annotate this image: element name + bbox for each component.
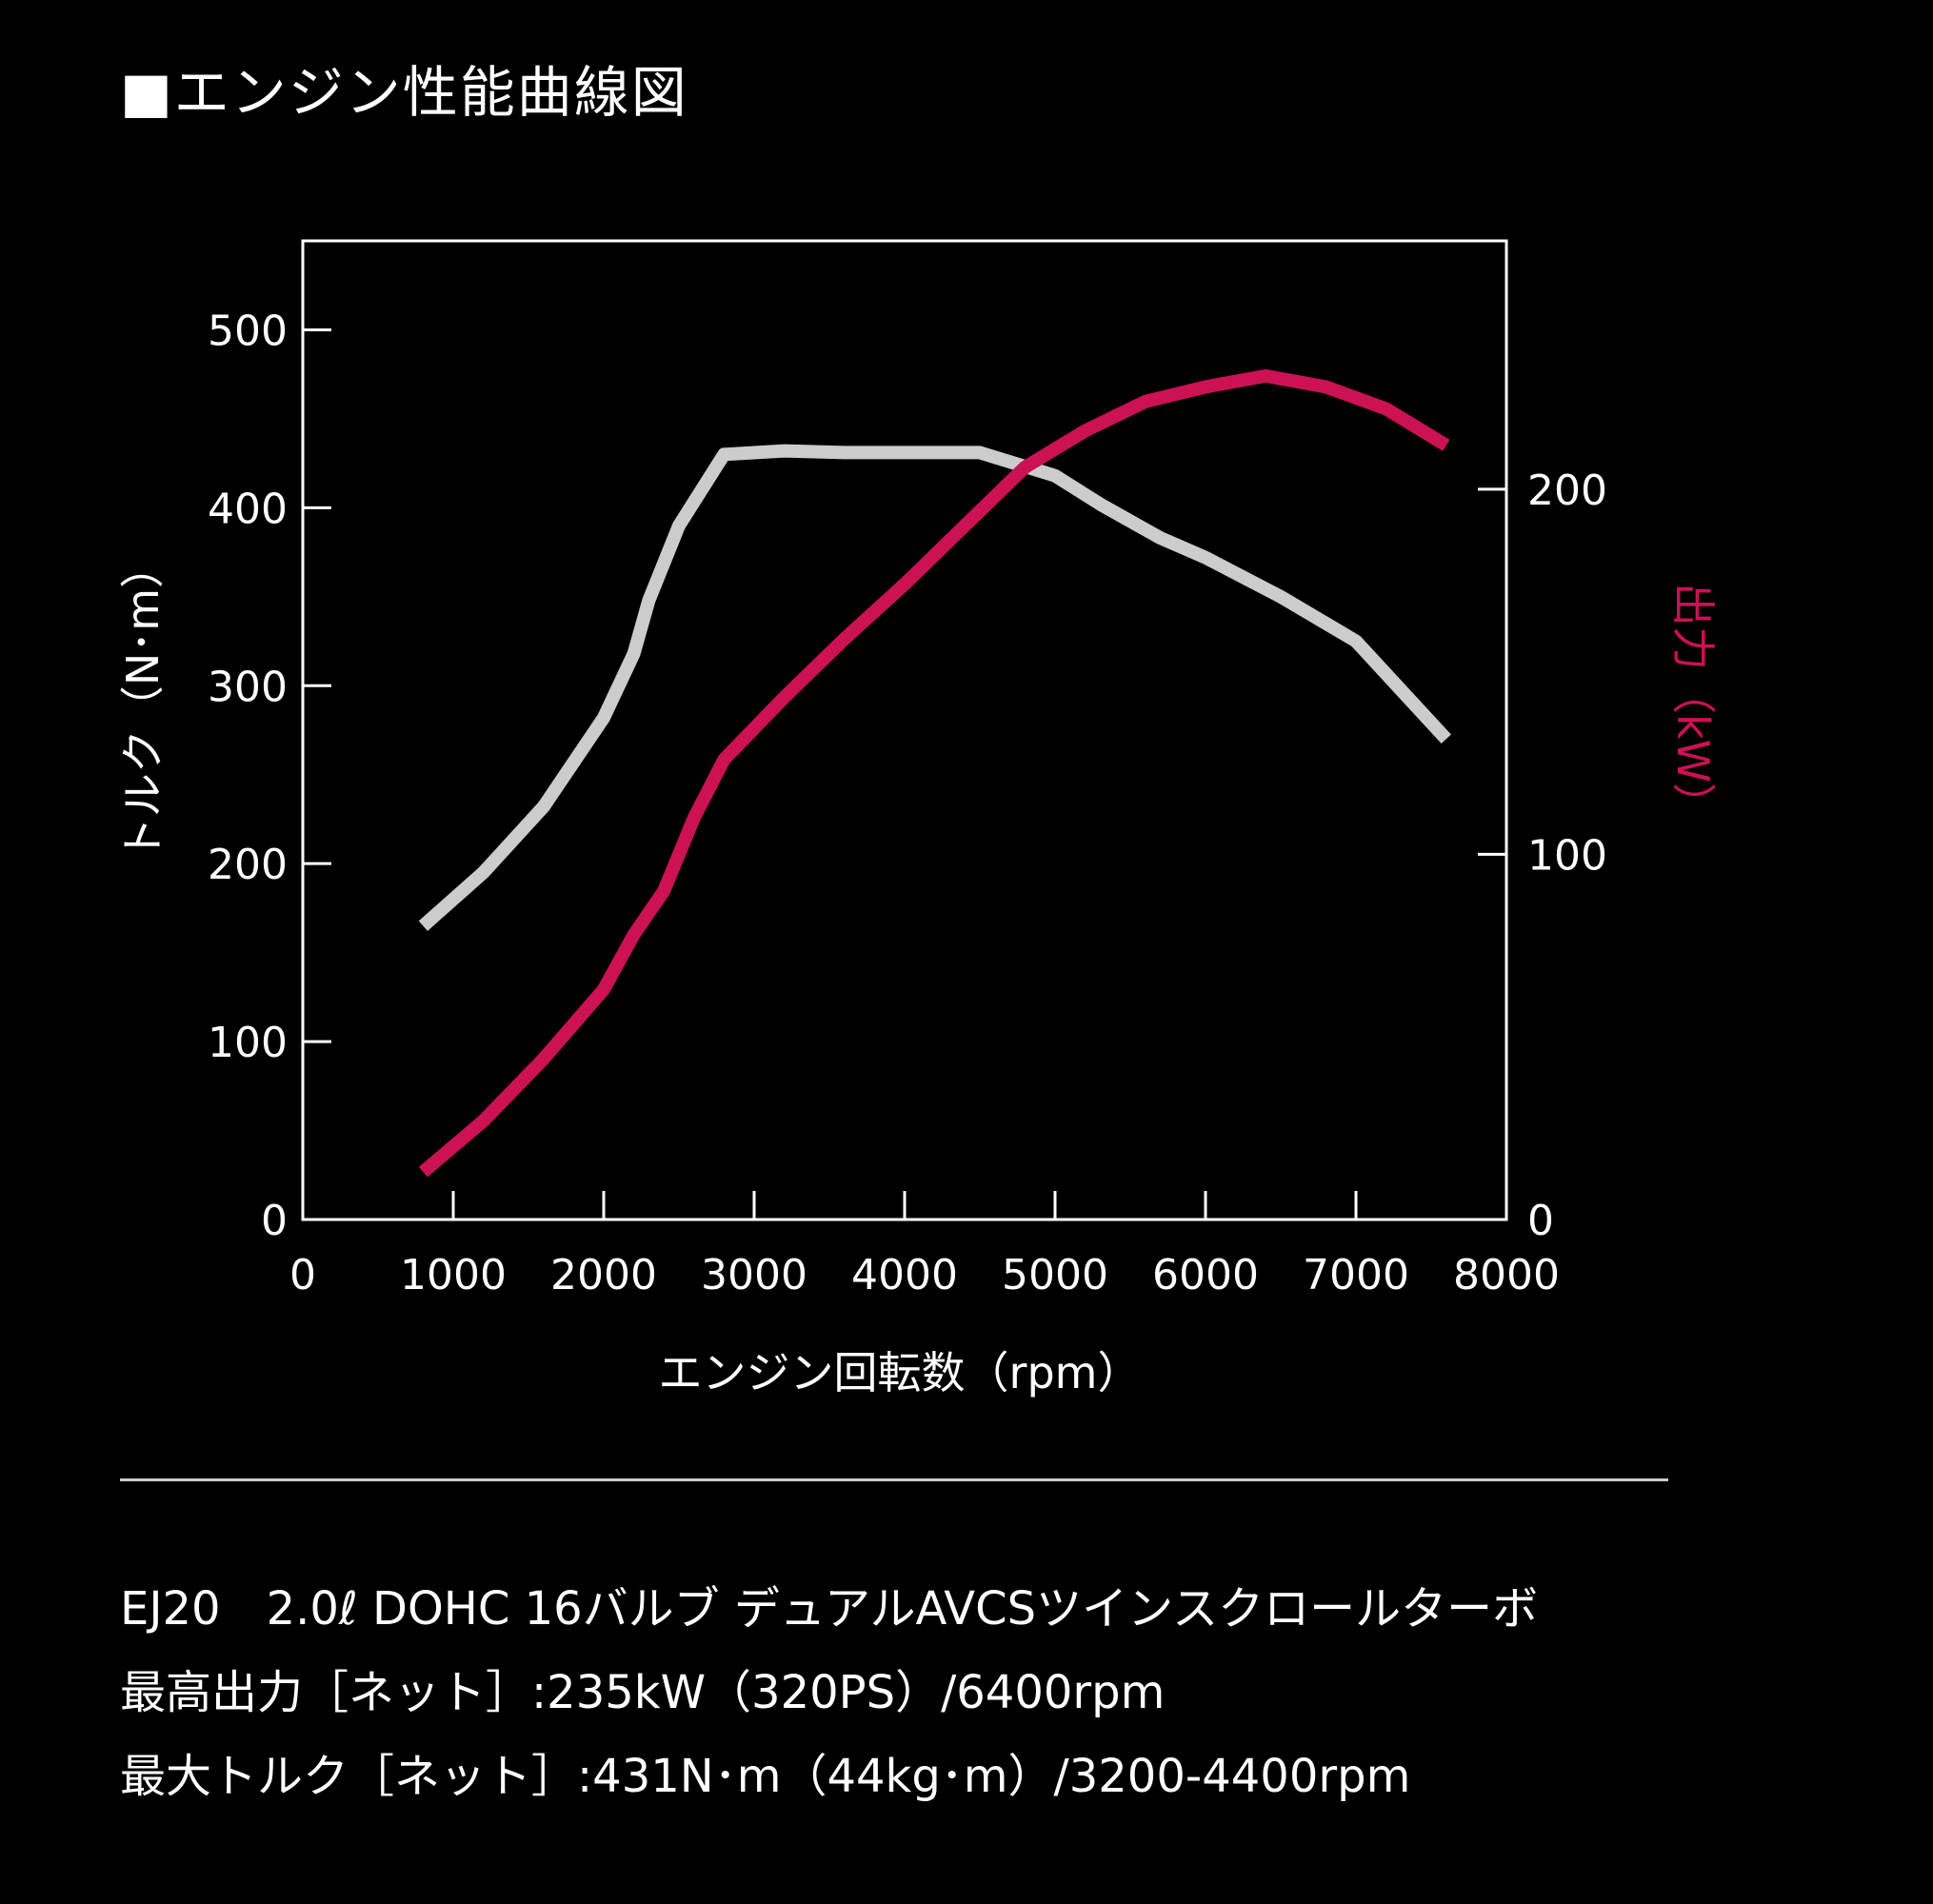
- spec-engine: EJ20 2.0ℓ DOHC 16バルブ デュアルAVCSツインスクロールターボ: [120, 1582, 1539, 1636]
- y-left-tick-label: 100: [208, 1019, 288, 1067]
- x-tick-label: 2000: [550, 1251, 657, 1299]
- x-tick-label: 8000: [1453, 1251, 1560, 1299]
- y-left-tick-label: 200: [208, 841, 288, 889]
- x-tick-label: 3000: [701, 1251, 807, 1299]
- y-left-tick-label: 300: [208, 663, 288, 711]
- engine-performance-chart: 0 1000 2000 3000 4000 5000 6000 7000 8000 010020…: [117, 239, 1719, 1398]
- x-tick-label: 1000: [400, 1251, 507, 1299]
- series-layer: [418, 368, 1451, 1178]
- y-left-axis-ticks: 0 100 200 300 400 500: [208, 307, 331, 1245]
- y-right-tick-label: 100: [1527, 831, 1607, 880]
- x-tick-label: 6000: [1152, 1251, 1259, 1299]
- y-right-tick-label: 0: [1527, 1197, 1554, 1245]
- y-right-axis-ticks: 0 100 200: [1478, 466, 1607, 1245]
- y-right-axis-label: 出力（kW）: [1667, 583, 1719, 826]
- y-right-tick-label: 200: [1527, 466, 1607, 515]
- x-tick-label: 7000: [1303, 1251, 1409, 1299]
- y-left-axis-label: トルク（N･m）: [117, 545, 169, 861]
- torque-curve: [418, 444, 1451, 931]
- divider-line: [120, 1478, 1668, 1481]
- plot-frame: [301, 239, 1508, 1221]
- x-tick-label: 4000: [851, 1251, 958, 1299]
- x-axis-ticks: 0 1000 2000 3000 4000 5000 6000 7000 8000: [289, 1191, 1560, 1299]
- y-left-tick-label: 0: [261, 1197, 288, 1245]
- x-axis-label: エンジン回転数（rpm）: [659, 1347, 1142, 1398]
- spec-max-power: 最高出力［ネット］:235kW（320PS）/6400rpm: [120, 1666, 1166, 1719]
- x-tick-label: 0: [289, 1251, 316, 1299]
- chart-heading: ■エンジン性能曲線図: [120, 60, 688, 125]
- spec-max-torque: 最大トルク［ネット］:431N･m（44kg･m）/3200-4400rpm: [120, 1750, 1411, 1803]
- power-curve: [418, 368, 1450, 1178]
- x-tick-label: 5000: [1002, 1251, 1108, 1299]
- y-left-tick-label: 400: [208, 485, 288, 533]
- y-left-tick-label: 500: [208, 307, 288, 355]
